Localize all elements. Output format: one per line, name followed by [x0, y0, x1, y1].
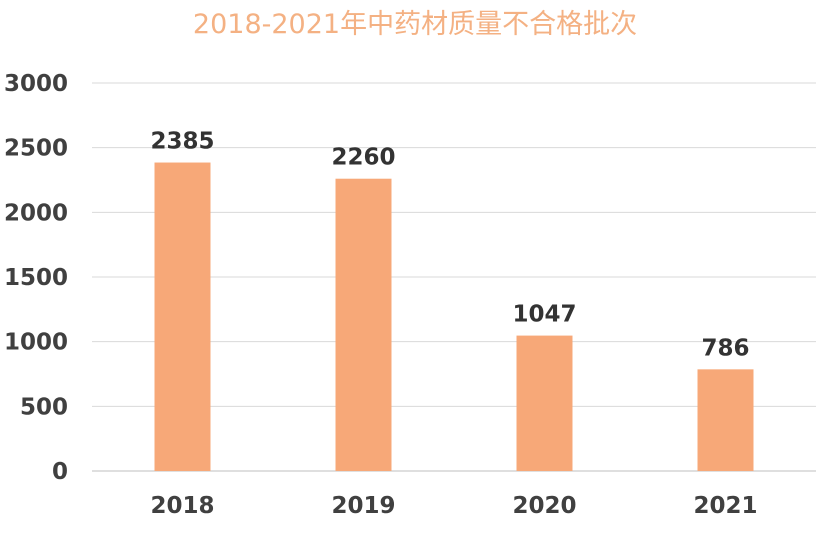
bar-2018 [154, 162, 211, 472]
y-tick-label: 2500 [4, 136, 68, 162]
bars [154, 162, 754, 472]
x-axis-ticks: 2018 2019 2020 2021 [150, 493, 757, 519]
bar-2020 [516, 335, 573, 471]
x-tick-label-2018: 2018 [150, 493, 214, 519]
x-tick-label-2020: 2020 [512, 493, 576, 519]
y-tick-label: 3000 [4, 71, 68, 97]
data-label-2021: 786 [701, 335, 749, 361]
data-label-2020: 1047 [512, 302, 576, 328]
y-tick-label: 500 [20, 394, 68, 420]
data-label-2019: 2260 [331, 145, 395, 171]
chart-title: 2018-2021年中药材质量不合格批次 [193, 9, 637, 40]
x-tick-label-2021: 2021 [693, 493, 757, 519]
y-axis-ticks: 0 500 1000 1500 2000 2500 3000 [4, 71, 68, 485]
y-tick-label: 2000 [4, 200, 68, 226]
y-tick-label: 0 [52, 459, 68, 485]
bar-2021 [697, 369, 754, 471]
bar-2019 [335, 178, 392, 471]
gridlines [92, 82, 816, 472]
y-tick-label: 1500 [4, 265, 68, 291]
x-tick-label-2019: 2019 [331, 493, 395, 519]
y-tick-label: 1000 [4, 330, 68, 356]
data-labels: 2385 2260 1047 786 [150, 129, 749, 362]
data-label-2018: 2385 [150, 129, 214, 155]
